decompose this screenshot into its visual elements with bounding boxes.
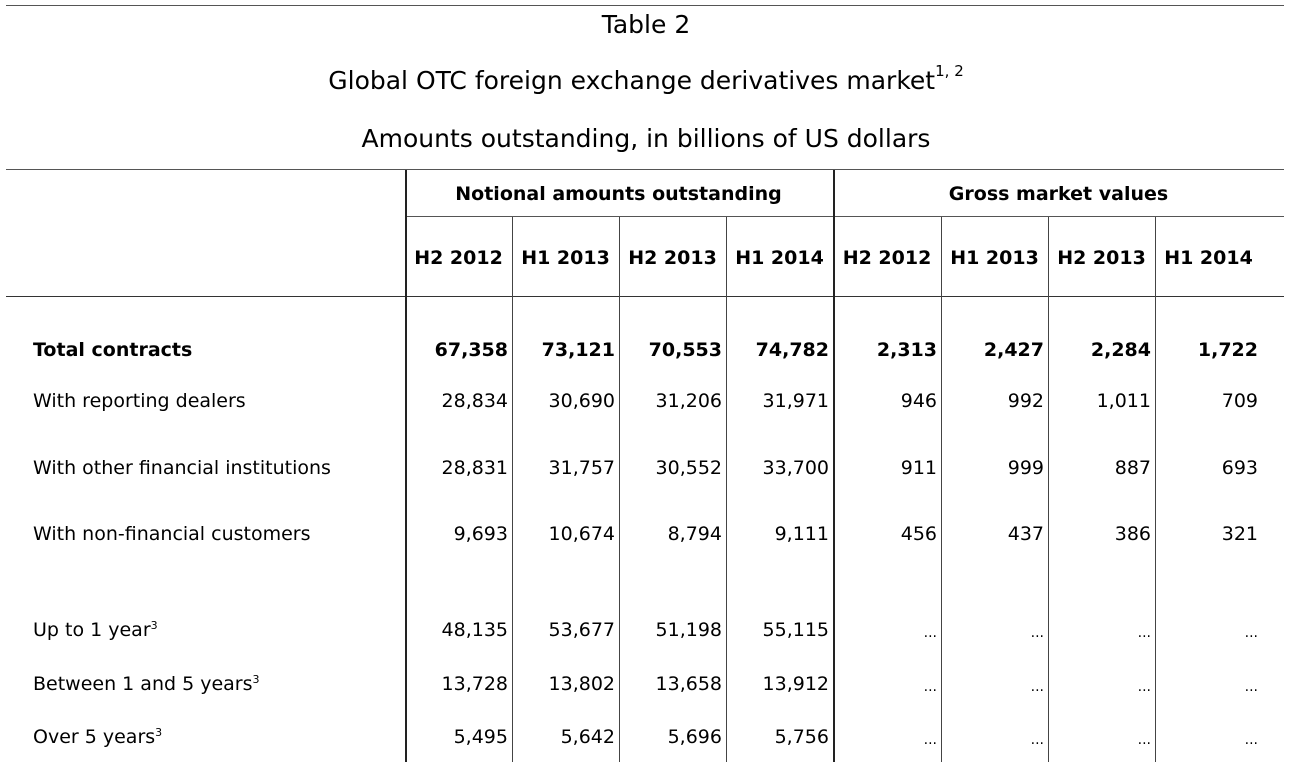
table-cell: ... [1244,732,1258,748]
column-header: H2 2012 [414,247,503,269]
table-cell: 911 [900,457,937,479]
footnote-marker: 3 [252,673,260,686]
group-notional-header: Notional amounts outstanding [455,183,782,205]
table-cell: ... [923,732,937,748]
table-cell: 5,696 [667,726,722,748]
table-cell: 31,971 [762,390,829,412]
table-cell: 53,677 [548,619,615,641]
table-subtitle: Amounts outstanding, in billions of US d… [361,124,931,153]
column-divider [619,217,620,762]
row-label: Up to 1 year3 [33,619,158,641]
table-cell: 31,757 [548,457,615,479]
table-cell: 1,722 [1197,339,1258,361]
table-cell: 55,115 [762,619,829,641]
table-cell: 28,834 [441,390,508,412]
table-cell: ... [1244,679,1258,695]
table-cell: 48,135 [441,619,508,641]
column-header: H2 2012 [842,247,932,269]
header-bottom-rule [6,296,1284,297]
table-cell: 946 [900,390,937,412]
table-cell: 30,690 [548,390,615,412]
table-cell: 30,552 [655,457,722,479]
table-number: Table 2 [601,10,691,39]
table-cell: 67,358 [434,339,508,361]
table-cell: 5,756 [774,726,829,748]
column-divider [941,217,942,762]
column-header: H1 2013 [521,247,610,269]
table-cell: 9,111 [774,523,829,545]
column-divider [405,170,407,762]
row-label: With other financial institutions [33,457,331,479]
row-label: Over 5 years3 [33,726,163,748]
footnote-marker: 3 [150,619,158,632]
table-cell: 2,427 [983,339,1044,361]
table-cell: 13,728 [441,673,508,695]
table-cell: ... [1030,625,1044,641]
table-cell: ... [1137,625,1151,641]
title-footnote: 1, 2 [935,62,964,80]
table-cell: ... [1030,679,1044,695]
row-label: With reporting dealers [33,390,246,412]
column-header: H1 2014 [1164,247,1253,269]
table-cell: 992 [1007,390,1044,412]
table-cell: 5,642 [560,726,615,748]
table-cell: 456 [900,523,937,545]
table-cell: 2,284 [1090,339,1151,361]
group-gross-header: Gross market values [948,183,1169,205]
table-cell: 437 [1007,523,1044,545]
table-cell: ... [923,625,937,641]
column-divider [1155,217,1156,762]
table-cell: 9,693 [453,523,508,545]
footnote-marker: 3 [155,726,163,739]
table-cell: 887 [1114,457,1151,479]
table-cell: ... [1137,732,1151,748]
table-cell: 31,206 [655,390,722,412]
top-rule [6,5,1284,6]
column-divider [833,170,835,762]
column-divider [1048,217,1049,762]
table-cell: ... [1030,732,1044,748]
row-label: With non-financial customers [33,523,311,545]
column-header: H2 2013 [1057,247,1146,269]
column-divider [512,217,513,762]
table-cell: 28,831 [441,457,508,479]
table-cell: 13,802 [548,673,615,695]
table-cell: 13,912 [762,673,829,695]
table-cell: 5,495 [453,726,508,748]
table-cell: 73,121 [541,339,615,361]
row-label: Between 1 and 5 years3 [33,673,260,695]
row-label: Total contracts [33,339,193,361]
table-cell: 74,782 [755,339,829,361]
column-divider [726,217,727,762]
table-cell: 13,658 [655,673,722,695]
table-cell: 709 [1221,390,1258,412]
table-cell: ... [1137,679,1151,695]
table-cell: 51,198 [655,619,722,641]
table-cell: 10,674 [548,523,615,545]
table-cell: 321 [1221,523,1258,545]
table-cell: 8,794 [667,523,722,545]
table-cell: 693 [1221,457,1258,479]
table-cell: 33,700 [762,457,829,479]
table-cell: 999 [1007,457,1044,479]
table-cell: ... [923,679,937,695]
column-header: H1 2014 [735,247,824,269]
table-cell: 2,313 [876,339,937,361]
column-header: H2 2013 [628,247,717,269]
table-title: Global OTC foreign exchange derivatives … [328,62,964,95]
header-top-rule [6,169,1284,170]
table-cell: 386 [1114,523,1151,545]
group-header-rule [405,216,1284,217]
table-cell: 70,553 [648,339,722,361]
table-cell: ... [1244,625,1258,641]
column-header: H1 2013 [950,247,1039,269]
table-cell: 1,011 [1096,390,1151,412]
